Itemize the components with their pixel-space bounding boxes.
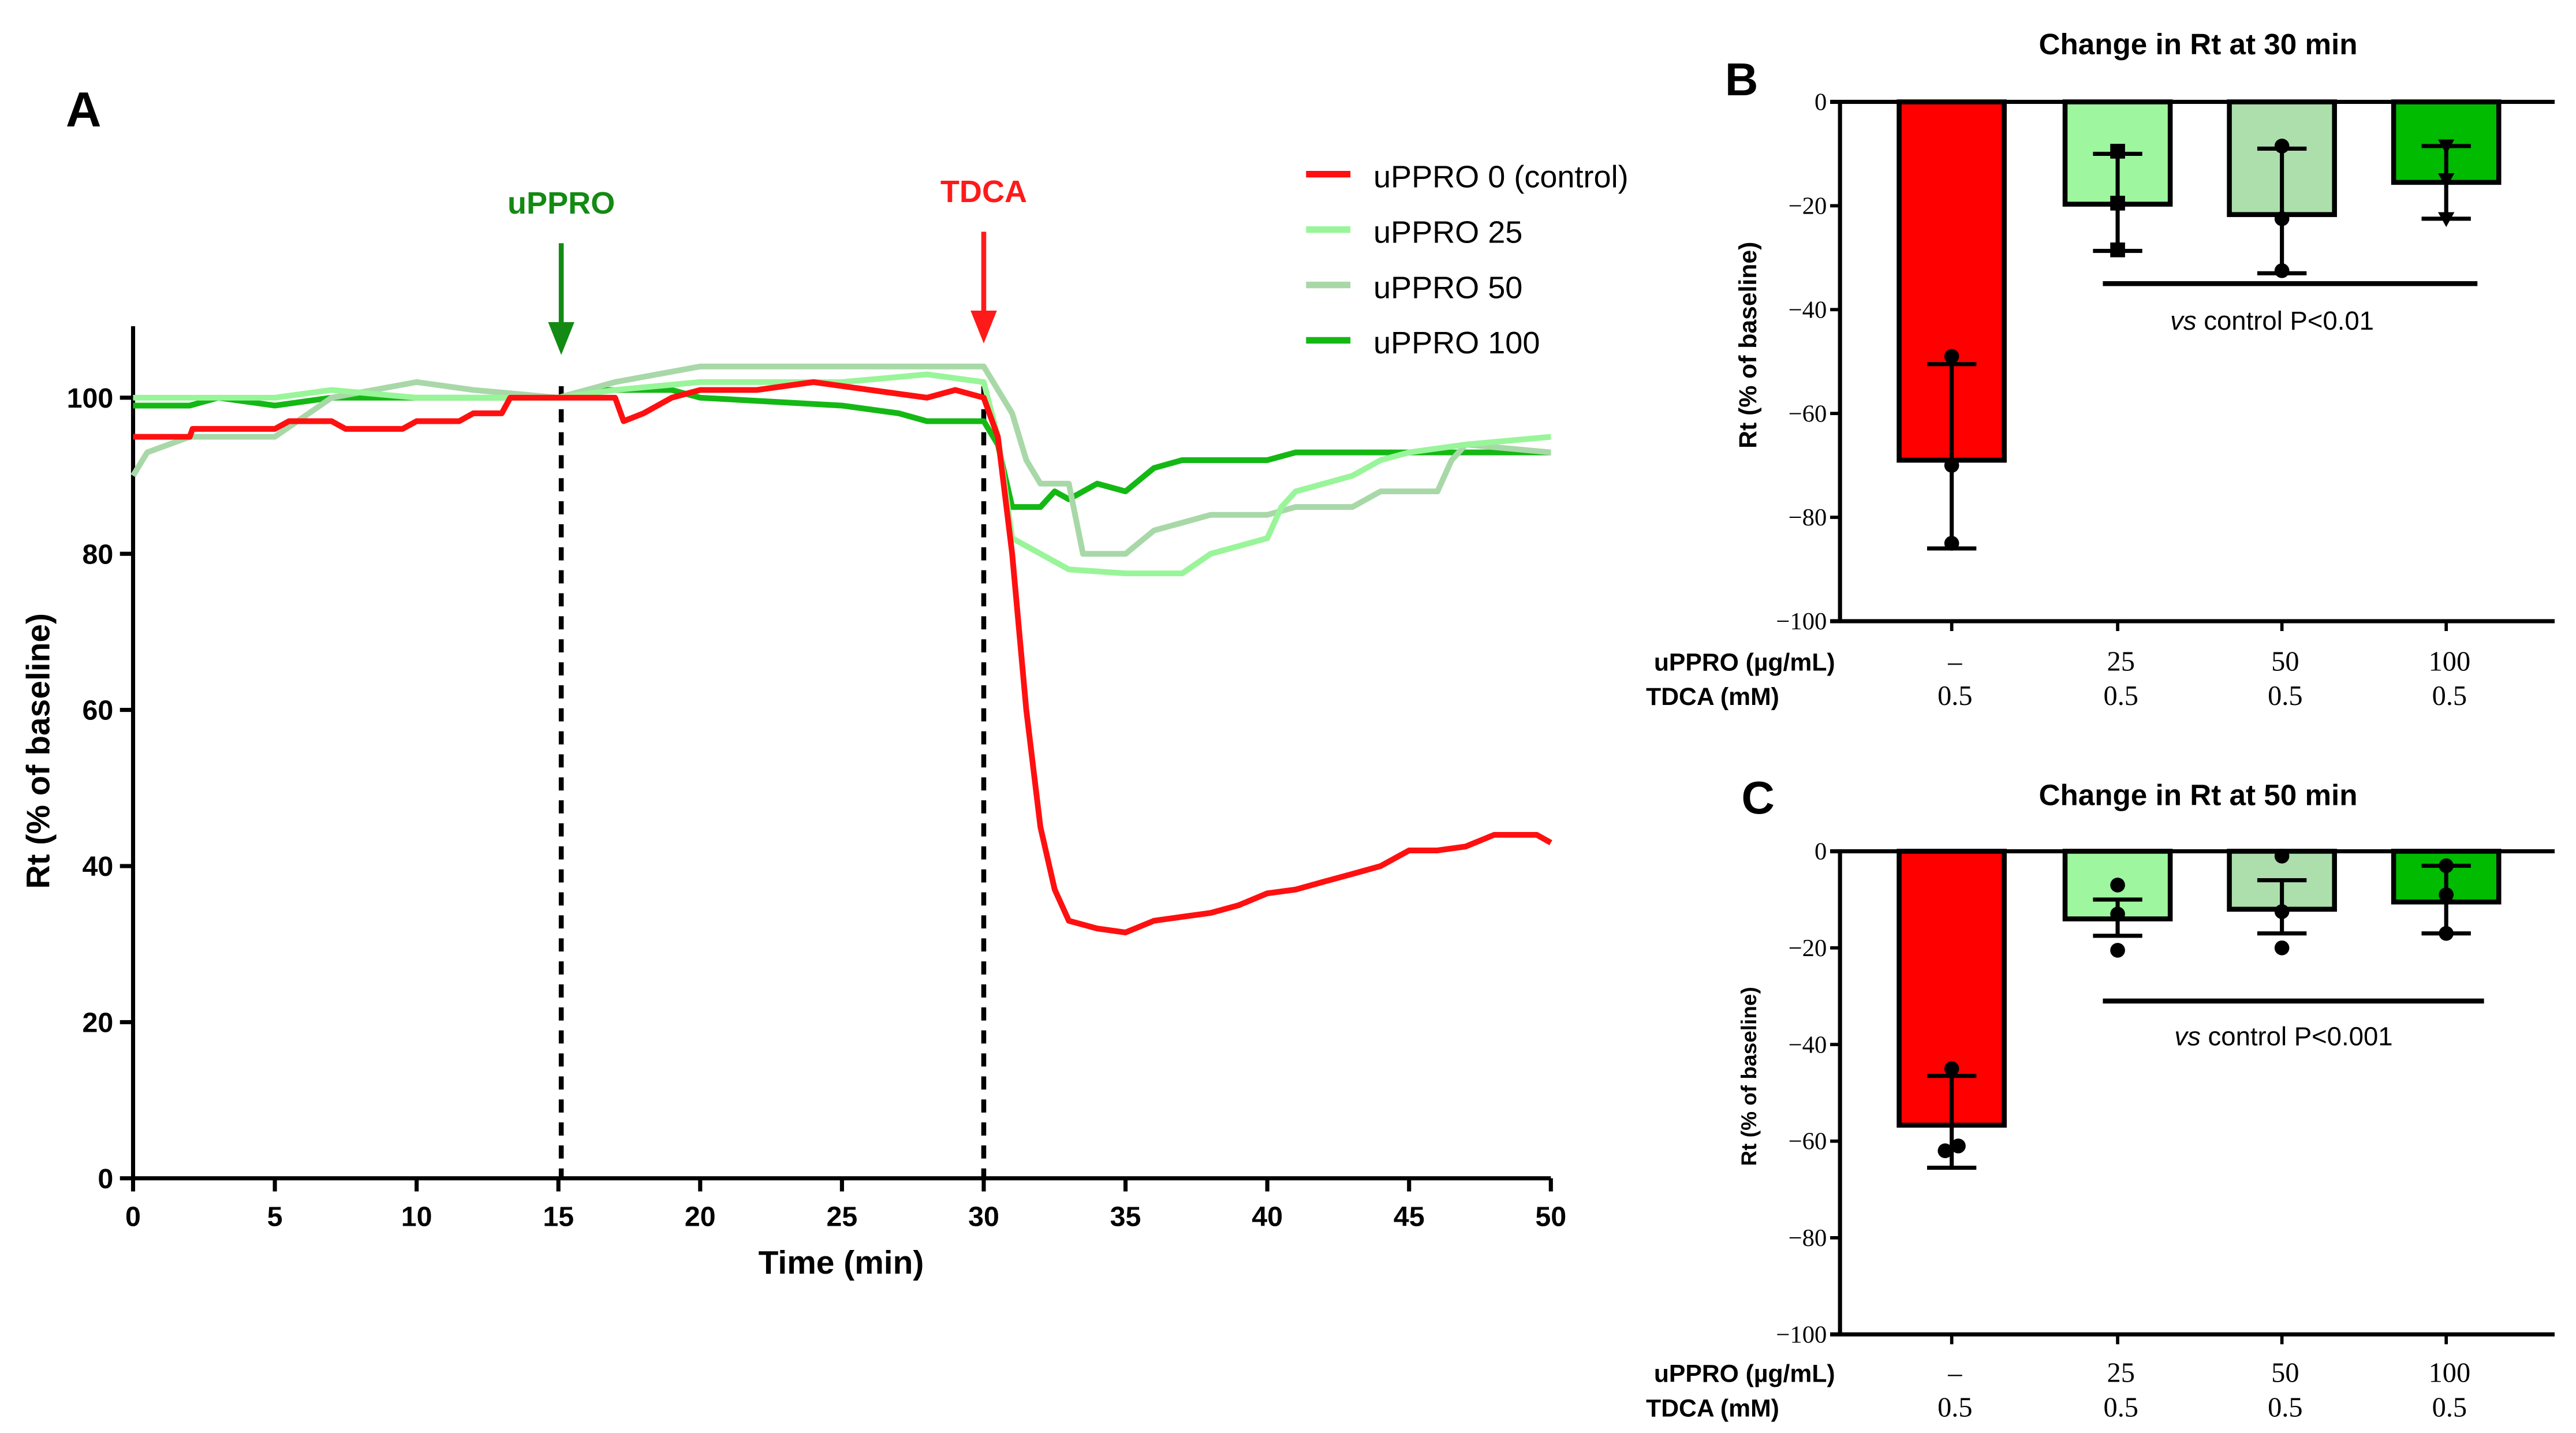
- data-point: [1944, 349, 1959, 364]
- x-tick-label-a: 5: [267, 1201, 283, 1232]
- category-label-row2: 0.5: [2104, 681, 2138, 711]
- x-tick-label-a: 40: [1252, 1201, 1283, 1232]
- data-point: [2274, 211, 2290, 226]
- event-label: uPPRO: [507, 186, 615, 221]
- x-tick-label-a: 25: [826, 1201, 857, 1232]
- y-tick-label-a: 80: [83, 539, 114, 570]
- y-tick-label: −20: [1789, 193, 1827, 220]
- data-point: [2274, 940, 2290, 956]
- chart-title: Change in Rt at 50 min: [2039, 779, 2357, 812]
- significance-italic: vs: [2170, 306, 2197, 335]
- data-point: [1944, 1061, 1959, 1076]
- y-tick-label: −60: [1789, 1128, 1827, 1155]
- x-tick-label-a: 35: [1110, 1201, 1141, 1232]
- significance-label: vs control P<0.01: [2170, 306, 2374, 335]
- data-point: [2439, 926, 2454, 941]
- y-tick-label: 0: [1815, 838, 1827, 865]
- y-axis-label-a: Rt (% of baseline): [20, 613, 57, 889]
- data-point: [1944, 536, 1959, 551]
- row-label: uPPRO (µg/mL): [1654, 648, 1835, 676]
- category-label-row1: 50: [2271, 1358, 2299, 1389]
- y-axis-label: Rt (% of baseline): [1734, 242, 1762, 449]
- y-tick-label: −60: [1789, 400, 1827, 427]
- category-label-row1: 100: [2429, 1358, 2471, 1389]
- category-label-row2: 0.5: [2268, 681, 2302, 711]
- y-tick-label-a: 20: [83, 1007, 114, 1038]
- category-label-row2: 0.5: [1937, 681, 1972, 711]
- data-point: [2110, 906, 2125, 921]
- significance-text: control P<0.001: [2201, 1022, 2393, 1051]
- arrow-down-icon: [548, 322, 574, 355]
- x-tick-label-a: 50: [1535, 1201, 1566, 1232]
- category-label-row2: 0.5: [2104, 1393, 2138, 1423]
- data-point: [1944, 458, 1959, 473]
- category-label-row1: –: [1947, 1358, 1962, 1389]
- data-point: [2110, 196, 2125, 211]
- data-point: [2110, 943, 2125, 958]
- significance-label: vs control P<0.001: [2174, 1022, 2392, 1051]
- x-axis-label-a: Time (min): [759, 1244, 924, 1281]
- x-tick-label-a: 20: [685, 1201, 716, 1232]
- event-label: TDCA: [940, 174, 1027, 209]
- series-line: [133, 387, 1551, 510]
- category-label-row2: 0.5: [2268, 1393, 2302, 1423]
- legend-label: uPPRO 0 (control): [1373, 159, 1629, 194]
- series-line: [130, 363, 1551, 557]
- data-point: [2274, 263, 2290, 278]
- row-label: TDCA (mM): [1646, 1395, 1779, 1423]
- significance-text: control P<0.01: [2197, 306, 2374, 335]
- data-point: [2110, 878, 2125, 893]
- row-label: uPPRO (µg/mL): [1654, 1360, 1835, 1388]
- x-tick-label-a: 15: [543, 1201, 574, 1232]
- y-tick-label: −20: [1789, 935, 1827, 962]
- data-point: [2437, 212, 2455, 227]
- y-tick-label: −100: [1776, 1321, 1827, 1348]
- data-point: [2439, 858, 2454, 874]
- x-tick-label-a: 30: [968, 1201, 999, 1232]
- chart-title: Change in Rt at 30 min: [2039, 28, 2357, 61]
- panel-label-b: B: [1725, 54, 1759, 105]
- arrow-down-icon: [970, 310, 997, 344]
- legend-label: uPPRO 100: [1373, 326, 1540, 360]
- data-point: [2110, 144, 2125, 159]
- y-tick-label: 0: [1815, 89, 1827, 116]
- data-point: [1937, 1143, 1953, 1159]
- x-tick-label-a: 45: [1394, 1201, 1425, 1232]
- significance-italic: vs: [2174, 1022, 2201, 1051]
- data-point: [2437, 139, 2455, 155]
- data-point: [2439, 887, 2454, 902]
- data-point: [1951, 1139, 1966, 1154]
- category-label-row1: 100: [2429, 646, 2471, 677]
- y-tick-label: −100: [1776, 608, 1827, 635]
- legend-label: uPPRO 25: [1373, 215, 1522, 249]
- y-tick-label-a: 100: [67, 383, 114, 414]
- y-tick-label: −80: [1789, 504, 1827, 531]
- row-label: TDCA (mM): [1646, 683, 1779, 711]
- y-tick-label-a: 0: [98, 1163, 113, 1195]
- category-label-row1: –: [1947, 646, 1962, 677]
- series-line: [133, 379, 1552, 935]
- category-label-row1: 25: [2107, 646, 2135, 677]
- y-axis-label: Rt (% of baseline): [1737, 987, 1761, 1166]
- y-tick-label: −40: [1789, 296, 1827, 323]
- y-tick-label: −80: [1789, 1225, 1827, 1252]
- category-label-row2: 0.5: [2432, 1393, 2467, 1423]
- panel-label-c: C: [1741, 772, 1775, 823]
- data-point: [2437, 173, 2455, 188]
- x-tick-label-a: 10: [401, 1201, 432, 1232]
- category-label-row1: 25: [2107, 1358, 2135, 1389]
- category-label-row1: 50: [2271, 646, 2299, 677]
- y-tick-label: −40: [1789, 1031, 1827, 1058]
- category-label-row2: 0.5: [1937, 1393, 1972, 1423]
- y-tick-label-a: 40: [83, 851, 114, 882]
- legend-label: uPPRO 50: [1373, 270, 1522, 305]
- data-point: [2274, 139, 2290, 154]
- x-tick-label-a: 0: [125, 1201, 141, 1232]
- data-point: [2110, 242, 2125, 258]
- y-tick-label-a: 60: [83, 695, 114, 726]
- panel-label-a: A: [66, 83, 102, 137]
- data-point: [2274, 904, 2290, 919]
- category-label-row2: 0.5: [2432, 681, 2467, 711]
